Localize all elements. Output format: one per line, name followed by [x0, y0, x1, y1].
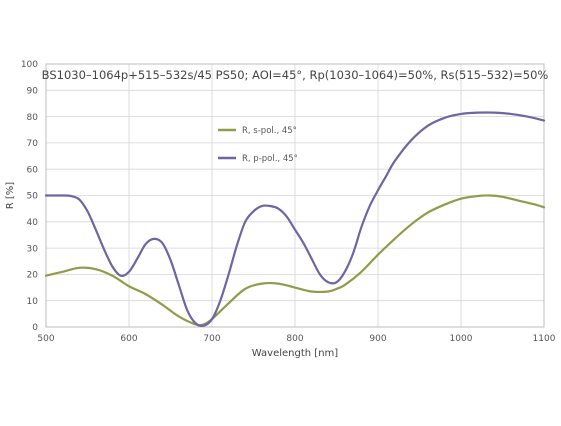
- legend-label: R, s-pol., 45°: [242, 126, 297, 136]
- x-tick-label: 800: [286, 334, 303, 344]
- x-tick-label: 600: [120, 334, 137, 344]
- x-tick-label: 1000: [450, 334, 473, 344]
- x-tick-label: 1100: [533, 334, 556, 344]
- legend-item-s-pol: R, s-pol., 45°: [218, 126, 297, 136]
- y-tick-label: 100: [21, 60, 38, 70]
- y-tick-label: 90: [27, 87, 39, 97]
- y-tick-label: 0: [32, 323, 38, 333]
- y-tick-label: 20: [27, 271, 39, 281]
- x-tick-label: 500: [37, 334, 54, 344]
- legend-item-p-pol: R, p-pol., 45°: [218, 154, 298, 164]
- series-line-s-pol: [44, 194, 546, 327]
- series-line-p-pol: [44, 111, 546, 328]
- y-tick-label: 50: [27, 192, 39, 202]
- y-tick-label: 60: [27, 165, 39, 175]
- legend-label: R, p-pol., 45°: [242, 154, 298, 164]
- x-axis-title: Wavelength [nm]: [252, 348, 338, 359]
- y-tick-label: 80: [27, 113, 39, 123]
- legend: R, s-pol., 45° R, p-pol., 45°: [218, 126, 298, 164]
- y-tick-label: 40: [27, 218, 39, 228]
- y-tick-label: 30: [27, 244, 39, 254]
- y-axis-title: R [%]: [5, 182, 16, 210]
- y-tick-label: 70: [27, 139, 39, 149]
- tick-labels: 0 10 20 30 40 50 60 70 80 90 100 500 600 700 800 900 100…: [21, 60, 556, 344]
- y-tick-label: 10: [27, 297, 39, 307]
- chart-title: BS1030–1064p+515–532s/45 PS50; AOI=45°, …: [42, 68, 549, 82]
- series-lines: [44, 111, 546, 328]
- x-tick-label: 700: [203, 334, 220, 344]
- x-tick-label: 900: [369, 334, 386, 344]
- grid: [46, 64, 544, 327]
